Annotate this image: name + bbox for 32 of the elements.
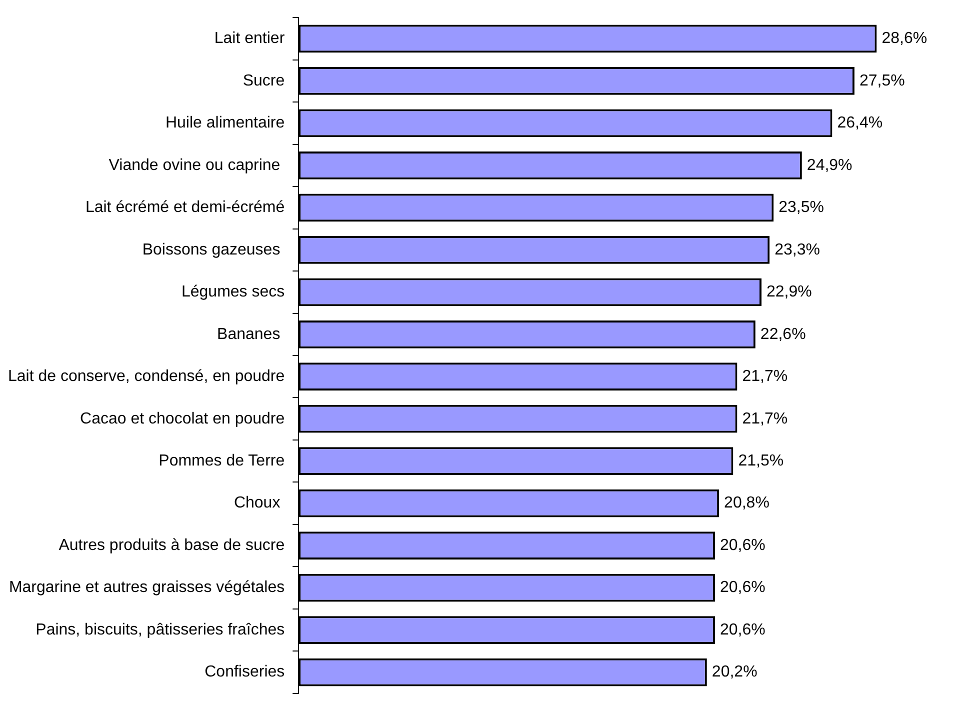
- data-label: 28,6%: [882, 30, 928, 48]
- y-tick-label: Autres produits à base de sucre: [58, 536, 285, 554]
- data-label: 20,6%: [720, 536, 766, 554]
- data-label: 20,8%: [724, 494, 770, 512]
- data-label: 23,5%: [778, 199, 824, 216]
- data-label: 27,5%: [859, 72, 905, 90]
- data-label: 20,6%: [720, 621, 766, 638]
- y-tick-label: Sucre: [242, 72, 285, 90]
- y-tick-label: Boissons gazeuses: [142, 241, 285, 258]
- y-tick-label: Viande ovine ou caprine: [108, 156, 285, 174]
- data-label: 22,6%: [760, 326, 806, 343]
- y-tick-label: Lait écrémé et demi-écrémé: [85, 199, 285, 216]
- y-tick-label: Pains, biscuits, pâtisseries fraîches: [36, 621, 285, 638]
- data-label: 26,4%: [837, 114, 883, 132]
- data-label: 21,7%: [742, 410, 788, 428]
- y-tick-label: Cacao et chocolat en poudre: [80, 410, 285, 428]
- y-tick-label: Margarine et autres graisses végétales: [8, 579, 285, 596]
- y-tick-label: Confiseries: [204, 664, 285, 681]
- y-tick-label: Lait entier: [214, 30, 286, 48]
- data-label: 21,5%: [738, 452, 784, 470]
- y-tick-label: Lait de conserve, condensé, en poudre: [8, 368, 285, 386]
- data-label: 22,9%: [766, 284, 812, 301]
- y-tick-label: Huile alimentaire: [165, 114, 285, 132]
- y-tick-label: Pommes de Terre: [158, 452, 285, 470]
- data-label: 20,6%: [720, 579, 766, 596]
- y-tick-label: Choux: [234, 494, 285, 512]
- y-tick-label: Bananes: [217, 326, 285, 343]
- data-label: 21,7%: [742, 368, 788, 386]
- data-label: 24,9%: [806, 156, 852, 174]
- y-tick-label: Légumes secs: [181, 284, 285, 301]
- data-label: 20,2%: [712, 664, 758, 681]
- data-label: 23,3%: [774, 241, 820, 258]
